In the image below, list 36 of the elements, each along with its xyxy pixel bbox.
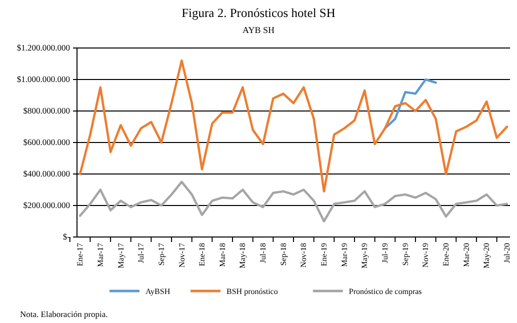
text: Nota. Elaboración propia. (20, 309, 108, 319)
line-series (384, 78, 437, 130)
x-tick-label: Ene-17 (76, 243, 85, 266)
x-tick-label: Jul-17 (136, 243, 146, 263)
y-tick-label: $- (62, 232, 70, 242)
x-tick-label: Sep-18 (278, 243, 288, 266)
y-tick-label: $400.000.000 (23, 168, 70, 179)
x-tick-label: Mar-20 (462, 243, 471, 267)
legend-label: Pronóstico de compras (348, 287, 422, 296)
x-tick-label: May-17 (116, 243, 126, 268)
y-tick-label: $600.000.000 (23, 137, 70, 148)
legend-label: AyBSH (146, 287, 170, 296)
x-tick-label: May-20 (482, 243, 492, 268)
chart-title: Figura 2. Pronósticos hotel SH (182, 6, 336, 20)
x-tick-label: Mar-17 (96, 243, 105, 267)
x-tick-label: Jul-19 (380, 243, 390, 263)
x-tick-label: Mar-18 (218, 243, 227, 267)
y-tick-label: $1.000.000.000 (16, 74, 70, 84)
x-tick-label: Nov-18 (299, 243, 308, 268)
x-tick-label: Jul-20 (502, 243, 512, 263)
x-tick-label: Sep-17 (156, 243, 166, 266)
x-tick-label: Ene-19 (320, 243, 329, 266)
x-tick-label: Nov-19 (421, 243, 430, 268)
x-tick-label: Ene-20 (442, 243, 451, 266)
x-tick-label: May-18 (238, 243, 248, 268)
x-tick-label: Jul-18 (258, 243, 268, 263)
chart-subtitle: AYB SH (242, 25, 275, 35)
x-tick-label: Nov-17 (177, 243, 186, 268)
y-tick-label: $200.000.000 (23, 200, 70, 210)
y-tick-label: $800.000.000 (23, 106, 70, 116)
x-tick-label: Ene-18 (198, 243, 207, 266)
legend-label: BSH pronóstico (226, 287, 278, 296)
x-tick-label: Mar-19 (340, 243, 349, 267)
x-tick-label: Sep-19 (400, 243, 410, 266)
x-tick-label: May-19 (360, 243, 370, 268)
y-tick-label: $1.200.000.000 (16, 42, 70, 53)
